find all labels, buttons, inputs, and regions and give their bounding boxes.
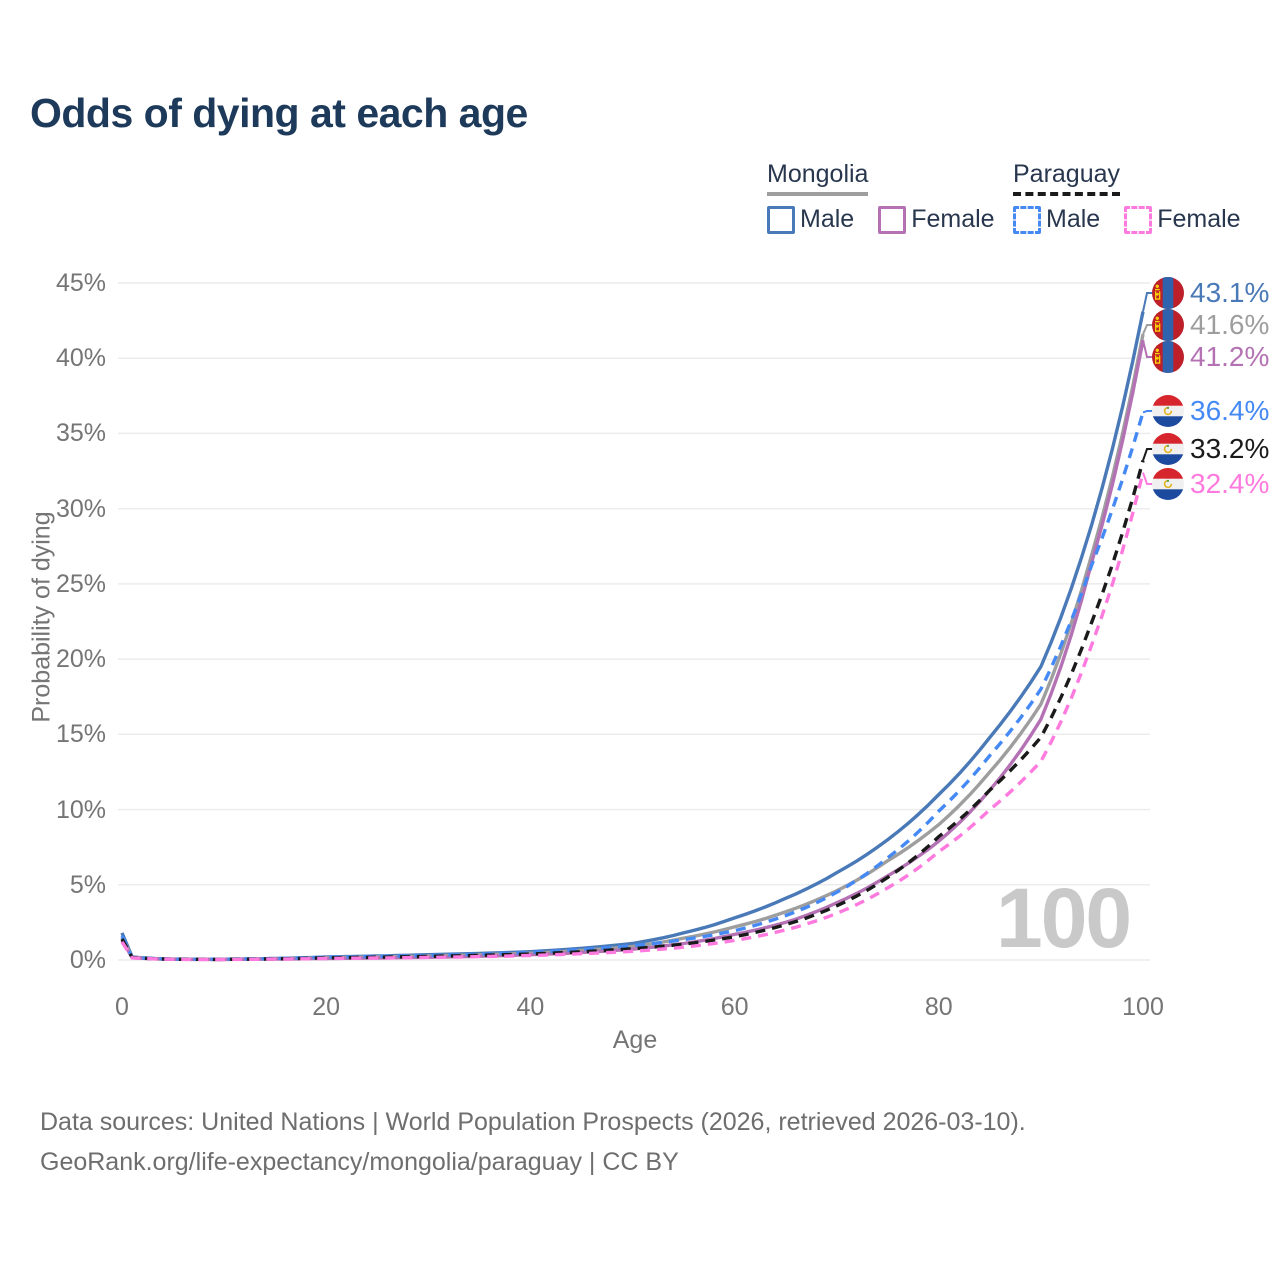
legend-item-paraguay-male[interactable]: Male	[1013, 205, 1100, 234]
y-tick-label: 25%	[55, 569, 106, 598]
end-value-label: 43.1%	[1190, 277, 1270, 308]
mongolia-flag-icon	[1152, 277, 1184, 309]
y-tick-label: 5%	[69, 870, 106, 899]
end-label-paraguay-female: 32.4%	[1152, 468, 1269, 500]
end-label-connector	[1142, 292, 1153, 312]
mongolia-flag-icon	[1152, 309, 1184, 341]
x-tick-label: 20	[312, 993, 341, 1021]
end-label-mongolia-both: 41.6%	[1152, 309, 1269, 341]
x-tick-label: 0	[115, 993, 129, 1021]
end-label-paraguay-male: 36.4%	[1152, 395, 1269, 427]
end-label-connector	[1142, 339, 1153, 358]
legend-group-mongolia: Mongolia Male Female	[767, 160, 1019, 234]
x-tick-label: 40	[516, 993, 545, 1021]
legend-item-paraguay-female[interactable]: Female	[1124, 205, 1241, 234]
end-value-label: 41.6%	[1190, 309, 1270, 340]
legend-group-paraguay: Paraguay Male Female	[1013, 160, 1265, 234]
legend-swatch-icon	[878, 205, 907, 234]
end-label-mongolia-female: 41.2%	[1152, 341, 1269, 373]
data-sources-line: Data sources: United Nations | World Pop…	[40, 1108, 1026, 1136]
y-tick-label: 30%	[55, 494, 106, 523]
x-tick-label: 60	[720, 993, 749, 1021]
watermark-age-100: 100	[996, 871, 1132, 965]
line-paraguay-female[interactable]	[120, 472, 1145, 962]
y-tick-label: 35%	[55, 419, 106, 448]
legend-country-label: Mongolia	[767, 160, 869, 196]
end-value-label: 41.2%	[1190, 341, 1270, 372]
y-tick-label: 40%	[55, 344, 106, 373]
legend-swatch-icon	[767, 205, 795, 234]
y-tick-label: 45%	[55, 269, 106, 297]
end-value-label: 36.4%	[1190, 395, 1270, 426]
attribution-line: GeoRank.org/life-expectancy/mongolia/par…	[40, 1148, 679, 1176]
paraguay-flag-icon	[1152, 468, 1184, 500]
end-label-connector	[1142, 410, 1153, 414]
legend-country-label: Paraguay	[1013, 160, 1121, 196]
end-value-label: 32.4%	[1190, 468, 1270, 499]
end-label-connector	[1142, 324, 1153, 335]
legend-item-label: Female	[1157, 205, 1241, 233]
end-label-connector	[1142, 448, 1153, 461]
y-tick-label: 0%	[69, 946, 106, 974]
line-paraguay-male[interactable]	[120, 411, 1145, 961]
y-tick-label: 10%	[55, 795, 106, 824]
paraguay-flag-icon	[1152, 395, 1184, 427]
legend-item-label: Male	[1046, 205, 1101, 233]
legend-swatch-icon	[1013, 205, 1041, 234]
y-tick-label: 15%	[55, 720, 106, 749]
end-label-connector	[1142, 472, 1153, 485]
paraguay-flag-icon	[1152, 433, 1184, 465]
legend-item-mongolia-male[interactable]: Male	[767, 205, 854, 234]
x-tick-label: 100	[1122, 993, 1164, 1021]
line-mongolia-both[interactable]	[120, 333, 1145, 962]
end-label-paraguay-both: 33.2%	[1152, 433, 1269, 465]
y-axis-title: Probability of dying	[27, 511, 56, 723]
legend-item-label: Female	[911, 205, 995, 233]
y-tick-label: 20%	[55, 645, 106, 674]
legend-swatch-icon	[1124, 205, 1153, 234]
x-tick-label: 80	[924, 993, 953, 1021]
chart-title: Odds of dying at each age	[30, 90, 528, 136]
x-axis-title: Age	[612, 1026, 658, 1054]
end-label-mongolia-male: 43.1%	[1152, 277, 1269, 309]
legend-item-mongolia-female[interactable]: Female	[878, 205, 995, 234]
legend-item-label: Male	[800, 205, 855, 233]
line-mongolia-male[interactable]	[120, 311, 1145, 961]
mongolia-flag-icon	[1152, 341, 1184, 373]
end-value-label: 33.2%	[1190, 433, 1270, 464]
